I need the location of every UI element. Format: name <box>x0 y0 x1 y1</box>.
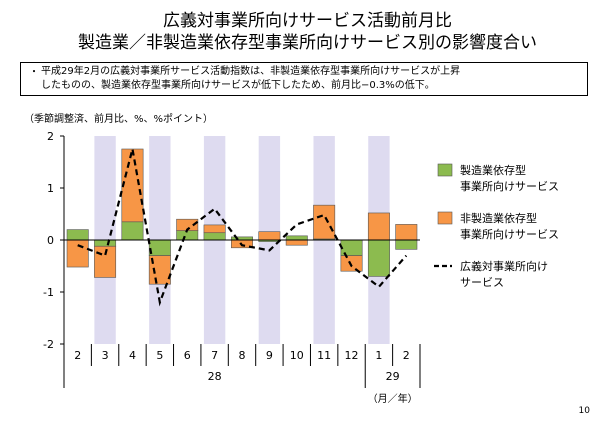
legend-manufacturing-label: 事業所向けサービス <box>460 179 559 193</box>
x-tick-label-12: 2 <box>403 349 410 362</box>
bar-non-manufacturing-10 <box>340 255 363 272</box>
legend-manufacturing-swatch <box>437 163 453 177</box>
units-label: （季節調整済、前月比、%、%ポイント） <box>24 114 214 125</box>
line-series-total <box>77 148 408 307</box>
year-label-29: 29 <box>386 370 400 383</box>
bar-non-manufacturing-3 <box>148 255 171 285</box>
x-unit-label: （月／年） <box>368 392 418 405</box>
y-tick-label: -1 <box>43 286 54 299</box>
bar-manufacturing-8 <box>285 235 308 241</box>
y-tick-label: 2 <box>47 130 54 143</box>
year-label-28: 28 <box>208 370 222 383</box>
bar-manufacturing-11 <box>367 239 390 277</box>
legend-manufacturing-label: 製造業依存型 <box>460 163 526 177</box>
x-tick-label-9: 11 <box>317 349 331 362</box>
bar-non-manufacturing-1 <box>94 245 117 278</box>
note-line-1: 平成29年2月の広義対事業所サービス活動指数は、非製造業依存型事業所向けサービス… <box>41 66 461 77</box>
x-tick-label-1: 3 <box>102 349 109 362</box>
y-tick-label: 1 <box>47 182 54 195</box>
x-tick-label-11: 1 <box>375 349 382 362</box>
bar-manufacturing-1 <box>94 239 117 247</box>
legend-total-label: 広義対事業所向け <box>460 259 548 273</box>
x-tick-label-4: 6 <box>184 349 191 362</box>
x-tick-label-2: 4 <box>129 349 136 362</box>
legend-non-manufacturing-swatch <box>437 211 453 225</box>
note-bullet: ・ <box>29 67 39 78</box>
bar-non-manufacturing-12 <box>395 224 418 241</box>
x-tick-label-8: 10 <box>290 349 304 362</box>
bar-non-manufacturing-7 <box>258 231 281 241</box>
bar-non-manufacturing-0 <box>66 239 89 268</box>
legend-non-manufacturing-label: 非製造業依存型 <box>460 211 537 225</box>
x-tick-label-0: 2 <box>74 349 81 362</box>
bar-non-manufacturing-11 <box>367 212 390 241</box>
bar-non-manufacturing-9 <box>313 204 336 240</box>
bar-manufacturing-3 <box>148 239 171 256</box>
bar-non-manufacturing-8 <box>285 239 308 246</box>
page-number: 10 <box>578 406 590 416</box>
chart-title-line2: 製造業／非製造業依存型事業所向けサービス別の影響度合い <box>78 33 537 53</box>
x-tick-label-10: 12 <box>345 349 359 362</box>
y-tick-label: -2 <box>43 338 54 351</box>
x-tick-label-7: 9 <box>266 349 273 362</box>
bar-manufacturing-12 <box>395 239 418 250</box>
y-tick-label: 0 <box>47 234 54 247</box>
note-line-2: したものの、製造業依存型事業所向けサービスが低下したため、前月比−0.3%の低下… <box>41 80 435 91</box>
chart-title-line1: 広義対事業所向けサービス活動前月比 <box>163 11 452 31</box>
x-tick-label-5: 7 <box>211 349 218 362</box>
bar-manufacturing-2 <box>121 221 144 241</box>
bar-manufacturing-5 <box>203 232 226 241</box>
bar-non-manufacturing-5 <box>203 224 226 234</box>
bar-manufacturing-0 <box>66 229 89 241</box>
x-tick-label-6: 8 <box>239 349 246 362</box>
bar-non-manufacturing-2 <box>121 148 144 223</box>
summary-note: ・ 平成29年2月の広義対事業所サービス活動指数は、非製造業依存型事業所向けサー… <box>20 62 588 96</box>
x-tick-label-3: 5 <box>156 349 163 362</box>
legend-total-label: サービス <box>460 276 504 289</box>
legend-non-manufacturing-label: 事業所向けサービス <box>460 227 559 241</box>
